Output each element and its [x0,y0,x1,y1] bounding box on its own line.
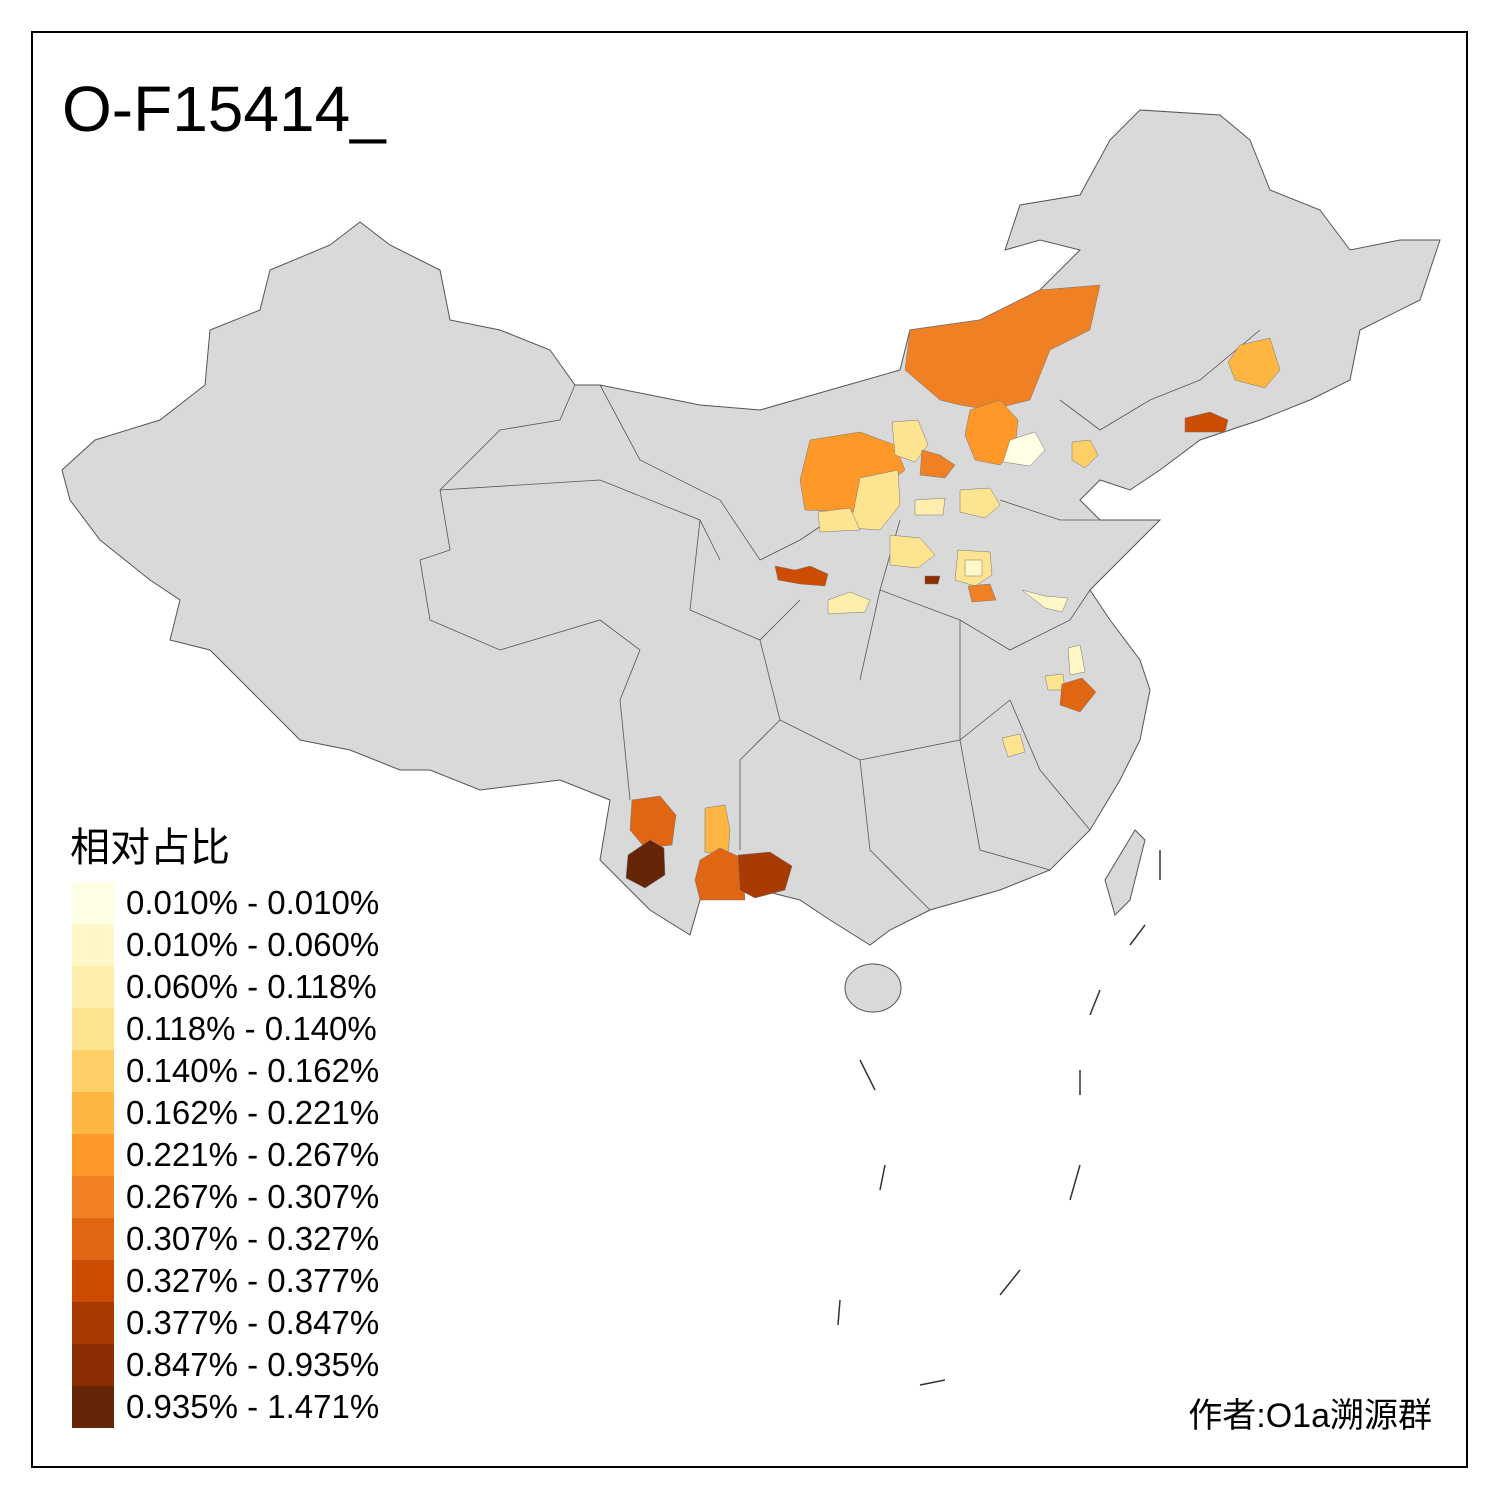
legend-swatch [72,1218,114,1260]
china-outline [61,109,1441,946]
legend-swatch [72,1008,114,1050]
province-borders [419,329,1261,911]
legend-item: 0.162% - 0.221% [72,1092,379,1134]
legend-item: 0.060% - 0.118% [72,966,379,1008]
legend-item: 0.935% - 1.471% [72,1386,379,1428]
legend-label: 0.010% - 0.010% [126,884,380,921]
highlighted-region [629,795,677,849]
legend-label: 0.060% - 0.118% [126,968,377,1005]
highlighted-region [924,575,941,585]
legend-item: 0.307% - 0.327% [72,1218,379,1260]
taiwan-island [1104,829,1146,916]
legend: 0.010% - 0.010% 0.010% - 0.060% 0.060% - 0… [72,882,379,1428]
legend-item: 0.140% - 0.162% [72,1050,379,1092]
highlighted-region [919,449,956,479]
legend-item: 0.847% - 0.935% [72,1344,379,1386]
highlighted-region [914,497,946,516]
legend-swatch [72,924,114,966]
highlighted-region [774,565,829,587]
highlighted-region [964,559,983,577]
highlighted-region [1002,431,1046,467]
highlighted-region [904,284,1101,411]
legend-swatch [72,1092,114,1134]
legend-item: 0.221% - 0.267% [72,1134,379,1176]
highlighted-region [827,591,871,615]
legend-label: 0.140% - 0.162% [126,1052,380,1089]
highlighted-region [625,839,666,889]
map-frame [31,31,1468,1468]
legend-swatch [72,966,114,1008]
legend-swatch [72,1050,114,1092]
legend-label: 0.221% - 0.267% [126,1136,380,1173]
highlighted-region [1001,733,1026,758]
legend-label: 0.935% - 1.471% [126,1388,380,1425]
legend-label: 0.307% - 0.327% [126,1220,380,1257]
legend-item: 0.267% - 0.307% [72,1176,379,1218]
legend-swatch [72,1134,114,1176]
highlighted-region [1067,644,1086,676]
author-credit: 作者:O1a溯源群 [1188,1397,1432,1435]
highlighted-region [1071,439,1099,469]
highlighted-region [1021,589,1069,613]
legend-swatch [72,1260,114,1302]
highlighted-region [959,487,1001,519]
legend-swatch [72,1176,114,1218]
hainan-island [844,963,902,1013]
legend-title: 相对占比 [70,826,230,870]
legend-item: 0.377% - 0.847% [72,1302,379,1344]
highlighted-region [704,804,731,856]
legend-item: 0.327% - 0.377% [72,1260,379,1302]
legend-label: 0.377% - 0.847% [126,1304,380,1341]
map-title: O-F15414_ [62,73,386,145]
highlighted-region [1227,337,1281,389]
highlighted-region [694,847,746,901]
legend-label: 0.847% - 0.935% [126,1346,380,1383]
legend-item: 0.118% - 0.140% [72,1008,379,1050]
legend-item: 0.010% - 0.060% [72,924,379,966]
highlighted-region [817,507,861,533]
south-china-sea-islands [837,850,1161,1386]
highlighted-region [1059,677,1097,713]
legend-swatch [72,1386,114,1428]
legend-label: 0.118% - 0.140% [126,1010,377,1047]
legend-swatch [72,1302,114,1344]
highlighted-region [1184,411,1229,433]
legend-item: 0.010% - 0.010% [72,882,379,924]
legend-label: 0.267% - 0.307% [126,1178,380,1215]
legend-swatch [72,882,114,924]
highlighted-region [889,534,936,569]
legend-label: 0.010% - 0.060% [126,926,380,963]
highlighted-region [967,583,997,603]
highlighted-region [737,851,793,899]
legend-swatch [72,1344,114,1386]
legend-label: 0.327% - 0.377% [126,1262,380,1299]
legend-label: 0.162% - 0.221% [126,1094,380,1131]
